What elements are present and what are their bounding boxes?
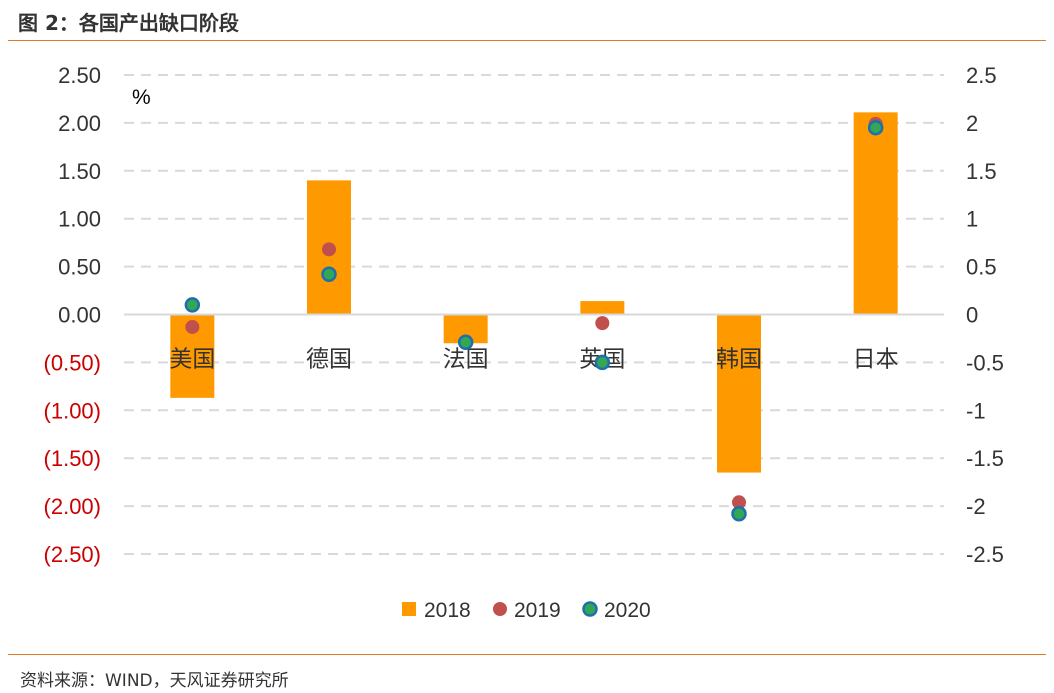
marker-2020: [184, 297, 201, 313]
marker-2020: [321, 266, 337, 283]
bar-2018: [717, 314, 761, 473]
category-label: 德国: [306, 347, 352, 373]
category-label: 法国: [443, 347, 489, 373]
legend-label: 2019: [514, 599, 561, 622]
left-tick-label: (2.00): [44, 494, 101, 519]
legend-label: 2018: [424, 599, 471, 622]
right-tick-label: 2.5: [966, 63, 997, 88]
right-tick-label: -0.5: [966, 350, 1004, 375]
left-tick-label: (0.50): [44, 350, 101, 375]
legend-swatch-2019: [493, 602, 507, 616]
marker-2019: [185, 319, 200, 334]
left-tick-label: 2.50: [58, 63, 101, 88]
left-tick-label: 1.50: [58, 159, 101, 184]
left-tick-label: (1.50): [44, 446, 101, 471]
marker-2020: [594, 354, 611, 371]
category-label: 韩国: [716, 347, 762, 373]
left-tick-label: 2.00: [58, 111, 101, 136]
category-label: 美国: [169, 347, 215, 373]
right-tick-label: -1.5: [966, 446, 1004, 471]
right-tick-label: 2: [966, 111, 978, 136]
marker-2019: [732, 495, 746, 510]
left-tick-label: 0.50: [58, 255, 101, 280]
source-note: 资料来源：WIND，天风证券研究所: [20, 671, 289, 691]
right-tick-label: 0: [966, 303, 978, 328]
marker-2020: [457, 334, 474, 351]
markers: [184, 116, 884, 522]
marker-2019: [322, 242, 336, 257]
top-rule: [8, 40, 1046, 41]
right-tick-label: -2: [966, 494, 986, 519]
left-tick-label: 1.00: [58, 207, 101, 232]
marker-2020: [867, 119, 884, 136]
marker-2020: [731, 506, 747, 522]
bottom-rule: [8, 654, 1046, 655]
bar-2018: [580, 301, 625, 315]
bar-2018: [853, 112, 898, 315]
category-labels: 美国德国法国英国韩国日本: [169, 347, 898, 373]
left-tick-label: 0.00: [58, 303, 101, 328]
legend-label: 2020: [604, 599, 651, 622]
category-label: 日本: [853, 347, 899, 373]
bars-2018: [170, 112, 898, 473]
legend-swatch-2018: [402, 602, 416, 616]
right-y-ticks: 2.5 2 1.5 1 0.5 0 -0.5 -1 -1.5 -2 -2.5: [966, 63, 1004, 567]
right-tick-label: 0.5: [966, 255, 997, 280]
legend-swatch-2020: [582, 601, 598, 617]
right-tick-label: 1: [966, 207, 978, 232]
left-y-ticks: 2.50 2.00 1.50 1.00 0.50 0.00 (0.50) (1.00) (1.5…: [44, 63, 101, 567]
grid-lines: [124, 74, 944, 555]
unit-label: %: [132, 86, 151, 109]
right-tick-label: 1.5: [966, 159, 997, 184]
figure-title: 图 2：各国产出缺口阶段: [18, 11, 239, 35]
marker-2019: [595, 316, 610, 331]
legend: 2018 2019 2020: [402, 599, 651, 622]
left-tick-label: (2.50): [44, 542, 101, 567]
right-tick-label: -2.5: [966, 542, 1004, 567]
right-tick-label: -1: [966, 398, 986, 423]
left-tick-label: (1.00): [44, 398, 101, 423]
